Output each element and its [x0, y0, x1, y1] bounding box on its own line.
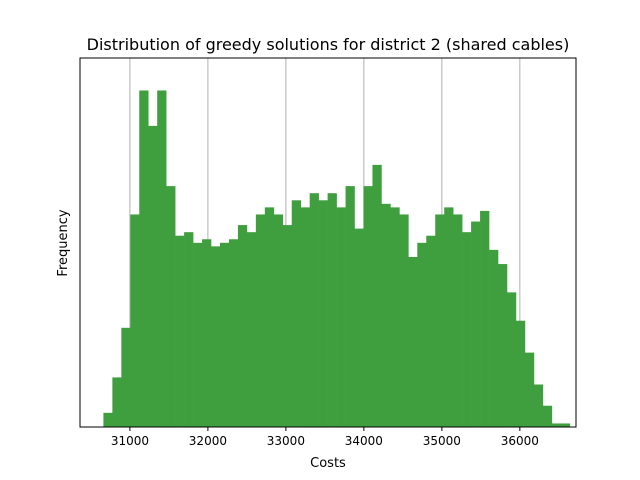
- histogram-bar: [246, 232, 257, 427]
- x-ticks: 31000 32000 33000 34000 35000 36000: [111, 427, 539, 448]
- y-axis-label: Frequency: [56, 209, 71, 276]
- histogram-bar: [327, 193, 337, 427]
- histogram-bar: [130, 214, 140, 427]
- histogram-bar: [372, 164, 382, 427]
- histogram-bar: [219, 242, 230, 427]
- histogram-bar: [237, 225, 248, 427]
- histogram-bar: [291, 200, 302, 427]
- histogram-bar: [255, 214, 266, 427]
- histogram-bar: [103, 412, 113, 427]
- histogram-bar: [112, 377, 122, 427]
- x-tick-label: 31000: [111, 434, 149, 448]
- histogram-bar: [139, 90, 149, 428]
- x-tick-label: 32000: [189, 434, 227, 448]
- histogram-bar: [390, 207, 400, 427]
- histogram-bar: [202, 239, 212, 427]
- histogram-bar: [282, 225, 293, 427]
- histogram-bar: [121, 327, 131, 427]
- histogram-bar: [264, 207, 275, 427]
- histogram-bar: [184, 232, 194, 427]
- histogram-bars: [103, 90, 571, 428]
- histogram-bar: [148, 125, 158, 428]
- histogram-bar: [506, 292, 517, 427]
- histogram-bar: [515, 320, 526, 427]
- x-tick-label: 35000: [423, 434, 461, 448]
- histogram-bar: [524, 352, 535, 427]
- x-tick-label: 36000: [501, 434, 539, 448]
- histogram-bar: [381, 203, 391, 427]
- plot-frame: [79, 57, 577, 428]
- histogram-bar: [408, 256, 418, 427]
- histogram-bar: [453, 214, 463, 427]
- histogram-bar: [166, 186, 176, 427]
- histogram-bar: [309, 193, 319, 427]
- histogram-bar: [193, 242, 203, 427]
- histogram-bar: [560, 423, 571, 427]
- x-axis-label: Costs: [310, 456, 346, 471]
- chart-title: Distribution of greedy solutions for dis…: [87, 35, 570, 54]
- histogram-bar: [551, 423, 562, 427]
- histogram-bar: [345, 186, 355, 427]
- histogram-bar: [435, 214, 445, 427]
- histogram-bar: [336, 207, 346, 427]
- histogram-bar: [498, 264, 508, 427]
- histogram-bar: [471, 221, 481, 427]
- histogram-bar: [211, 246, 221, 427]
- histogram-bar: [273, 214, 284, 427]
- histogram-bar: [489, 249, 499, 427]
- histogram-bar: [300, 207, 310, 427]
- histogram-bar: [175, 235, 185, 427]
- histogram-bar: [542, 405, 553, 427]
- histogram-bar: [318, 200, 328, 427]
- histogram-bar: [228, 239, 239, 427]
- histogram-bar: [354, 228, 364, 427]
- x-tick-label: 33000: [267, 434, 305, 448]
- histogram-bar: [444, 207, 454, 427]
- histogram-bar: [417, 242, 427, 427]
- histogram-bar: [157, 90, 167, 428]
- histogram-bar: [462, 232, 472, 427]
- histogram-bar: [363, 186, 373, 427]
- histogram-bar: [480, 210, 490, 427]
- histogram-bar: [533, 384, 544, 427]
- histogram-bar: [426, 235, 436, 427]
- histogram-bar: [399, 214, 409, 427]
- x-tick-label: 34000: [345, 434, 383, 448]
